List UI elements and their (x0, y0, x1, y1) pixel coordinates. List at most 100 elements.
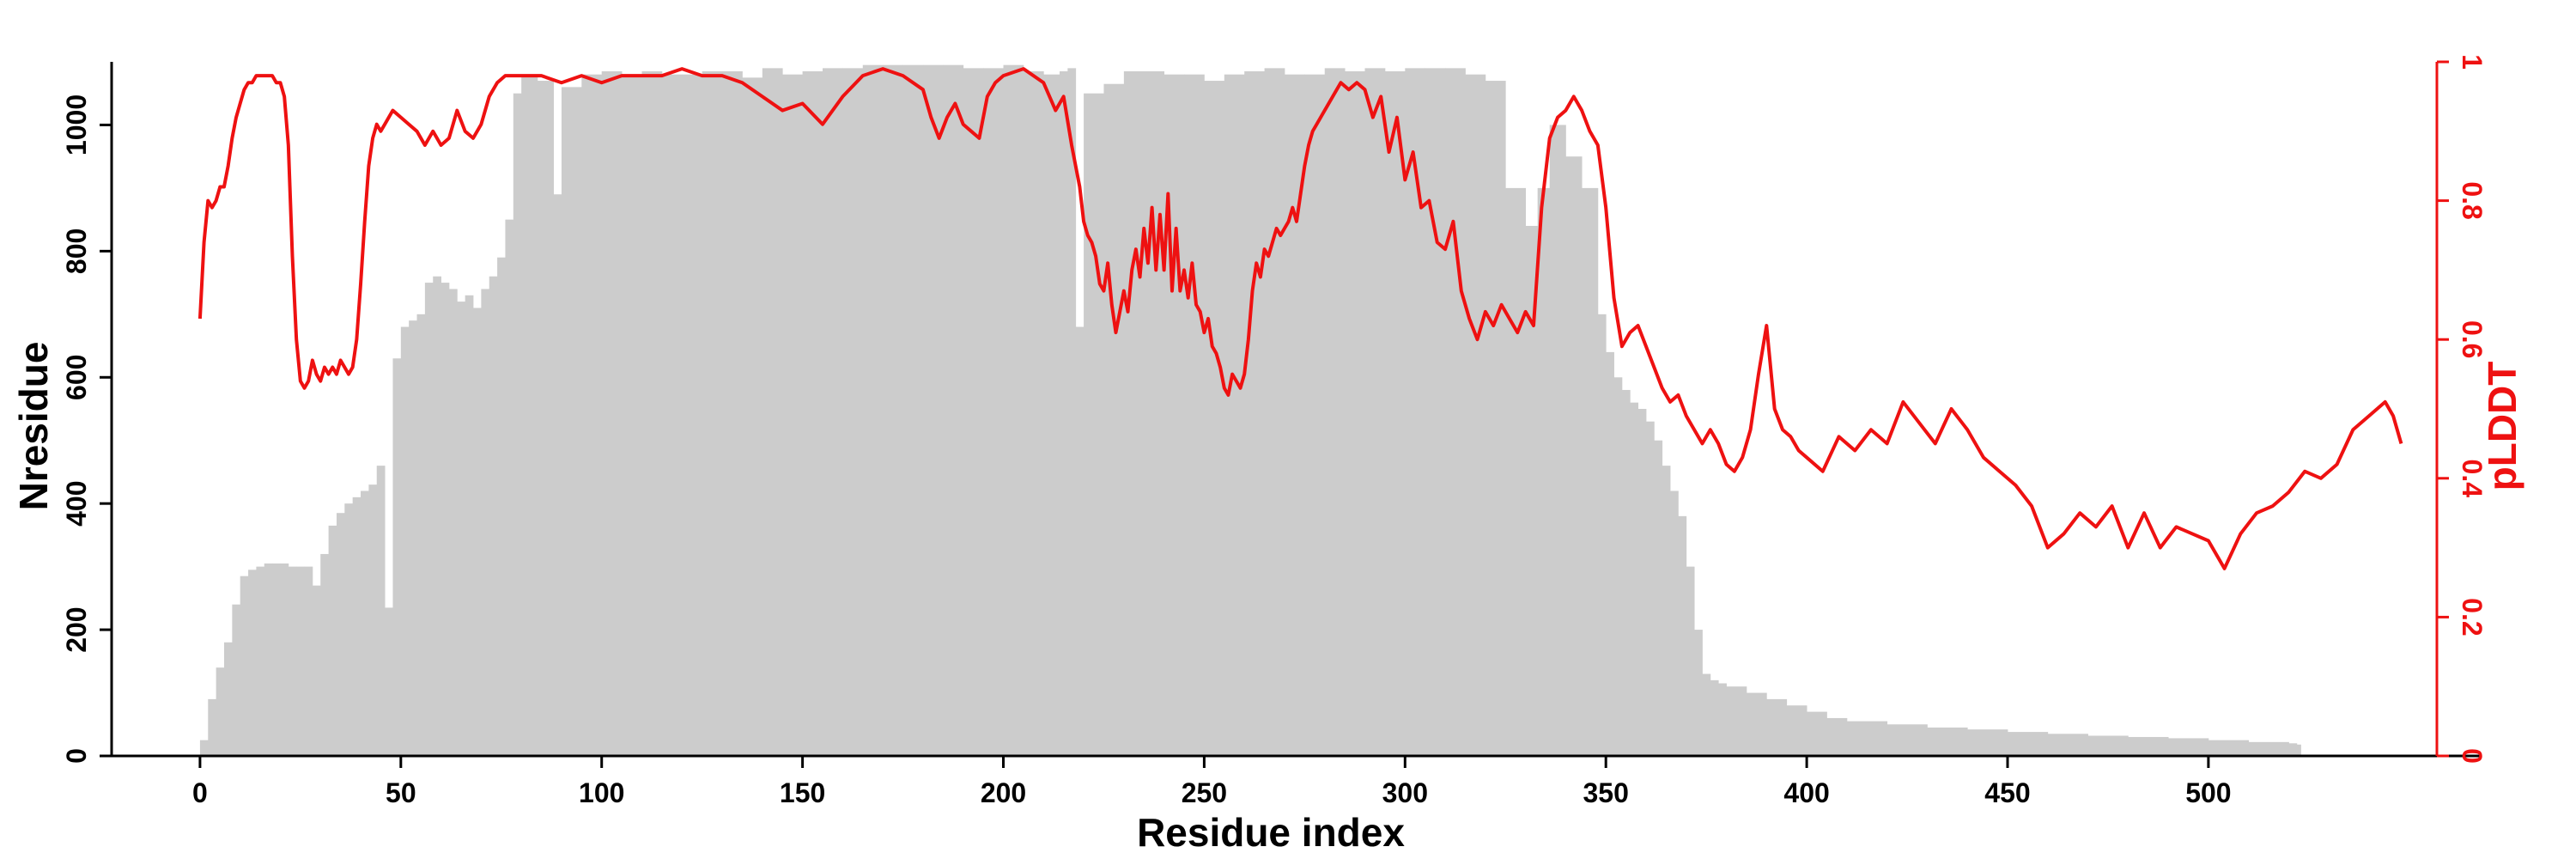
bar (742, 77, 763, 757)
x-tick-label: 450 (1984, 777, 2030, 808)
bar (963, 68, 984, 757)
bar (440, 283, 450, 757)
y-tick-label: 400 (61, 480, 92, 526)
bar (661, 74, 683, 756)
x-tick-label: 500 (2185, 777, 2231, 808)
bar (424, 283, 434, 757)
bar (1662, 466, 1671, 756)
plddt-line (197, 67, 2403, 570)
bar (1670, 490, 1679, 756)
bar (304, 566, 313, 756)
bar (1645, 421, 1655, 756)
bar (1465, 74, 1486, 756)
bar (1103, 83, 1125, 756)
bar (473, 308, 482, 757)
y-tick-label: 600 (61, 355, 92, 400)
x-tick-label: 300 (1382, 777, 1428, 808)
bar (883, 64, 903, 757)
bar (457, 302, 466, 756)
plddt-line-series (197, 67, 2403, 570)
bar (1304, 74, 1326, 756)
bar (376, 466, 386, 756)
bar (1597, 314, 1607, 756)
bar (400, 326, 410, 756)
y2-tick-label: 0.8 (2457, 181, 2488, 219)
x-tick-label: 350 (1583, 777, 1629, 808)
bar (448, 289, 458, 756)
bar (1284, 74, 1305, 756)
bar (842, 68, 864, 757)
bar (489, 276, 498, 756)
x-tick-label: 100 (579, 777, 624, 808)
y2-tick-label: 0.6 (2457, 320, 2488, 358)
bar (1637, 409, 1647, 756)
x-tick-label: 250 (1182, 777, 1227, 808)
bar (762, 68, 783, 757)
bar (1726, 686, 1747, 756)
bar (264, 563, 273, 756)
bar (2168, 738, 2209, 756)
bar (465, 295, 474, 756)
bar (601, 71, 623, 756)
bar (2288, 743, 2298, 756)
x-tick-label: 400 (1783, 777, 1829, 808)
bar (1425, 68, 1446, 757)
bar (1184, 74, 1205, 756)
bar (2087, 735, 2129, 756)
bar (537, 81, 546, 757)
bar (240, 576, 249, 756)
bar (216, 667, 225, 756)
bar (320, 553, 330, 756)
bar (416, 314, 426, 756)
bar (1549, 125, 1566, 756)
bar (223, 642, 233, 756)
bar (1345, 71, 1365, 756)
bar (1613, 377, 1623, 756)
bar (2047, 734, 2088, 756)
bar (922, 64, 944, 757)
bar-series (199, 64, 2301, 757)
bar (1445, 68, 1466, 757)
bar (312, 585, 321, 756)
bar (344, 503, 354, 756)
bar (1846, 721, 1888, 756)
y-tick-label: 800 (61, 228, 92, 274)
bar (782, 74, 804, 756)
bar (1224, 74, 1245, 756)
bar (1003, 64, 1024, 757)
bar (1067, 68, 1077, 757)
y-axis-title: Nresidue (11, 342, 56, 511)
bar (1678, 515, 1687, 756)
bar (296, 566, 305, 756)
bar (1710, 679, 1719, 756)
bar (1630, 402, 1639, 756)
bar (336, 513, 345, 756)
bar (1144, 71, 1165, 756)
bar (1621, 389, 1631, 756)
bar (497, 257, 506, 757)
bar (1606, 351, 1614, 756)
bar (1324, 68, 1346, 757)
bar (199, 740, 209, 756)
bar (352, 497, 361, 756)
bar (232, 604, 241, 756)
bar (862, 64, 884, 757)
bar (561, 87, 582, 756)
bar (1525, 225, 1539, 757)
bar (1384, 71, 1406, 756)
x-tick-label: 0 (192, 777, 208, 808)
bar (1654, 440, 1663, 756)
bar (553, 194, 562, 756)
y2-tick-label: 1 (2457, 54, 2488, 70)
bar (943, 64, 964, 757)
bar (1485, 81, 1506, 757)
bar (521, 74, 530, 756)
bar (1565, 156, 1583, 756)
bar (513, 93, 522, 757)
bar (208, 698, 217, 756)
bar (1537, 187, 1551, 756)
bar (2128, 736, 2169, 756)
bar (1084, 93, 1104, 757)
bar (1886, 724, 1928, 756)
